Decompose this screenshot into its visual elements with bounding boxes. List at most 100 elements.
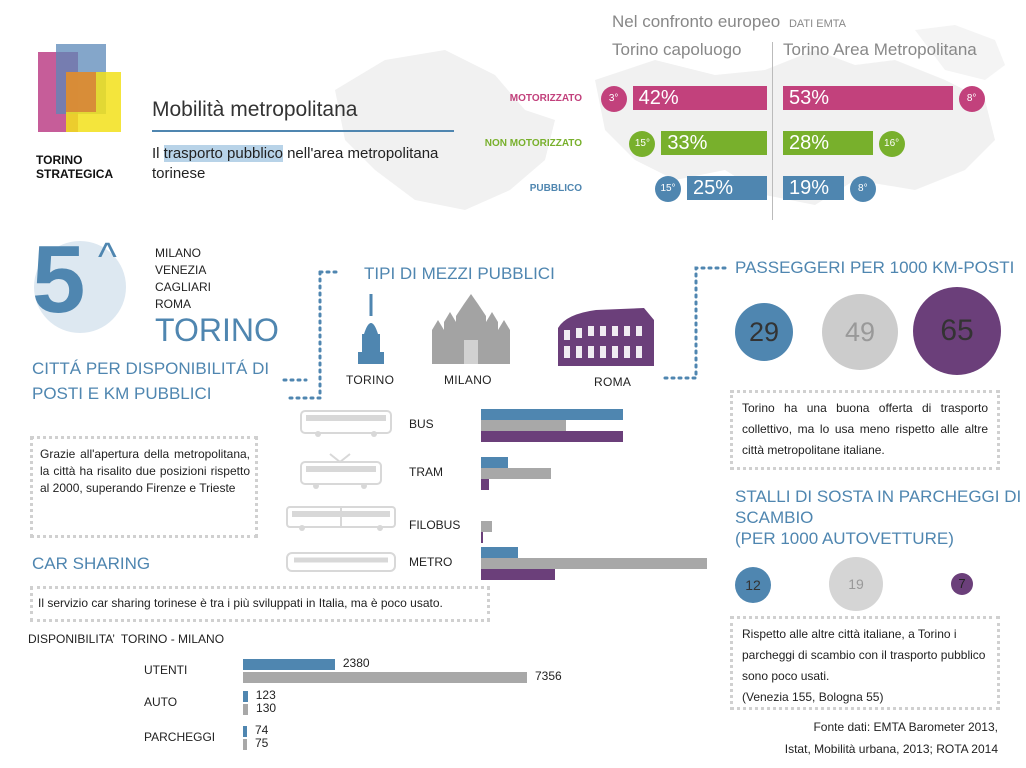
europe-metro-bar-1 <box>783 131 873 155</box>
colosseo-icon <box>558 308 654 366</box>
ranking-cities: MILANO VENEZIA CAGLIARI ROMA <box>155 245 211 313</box>
carsharing-category-auto: AUTO <box>144 695 178 709</box>
carsharing-value-parcheggi-torino: 74 <box>255 723 269 737</box>
passengers-note: Torino ha una buona offerta di trasporto… <box>742 401 988 457</box>
passengers-value-roma: 65 <box>940 314 974 347</box>
transport-category-tram: TRAM <box>409 465 443 479</box>
transport-city-roma: ROMA <box>594 375 632 389</box>
transport-bar-bus-torino <box>481 409 623 420</box>
europe-col1-header: Torino capoluogo <box>612 40 742 59</box>
parking-heading-line3: (PER 1000 AUTOVETTURE) <box>735 529 954 548</box>
carsharing-note-box <box>30 586 490 622</box>
transport-category-bus: BUS <box>409 417 434 431</box>
duomo-milano-icon <box>432 294 510 364</box>
transport-bar-tram-torino <box>481 457 508 468</box>
transport-category-metro: METRO <box>409 555 453 569</box>
parking-bubble-roma: 7 <box>951 573 973 595</box>
filobus-icon <box>286 506 396 531</box>
transport-city-torino: TORINO <box>346 373 395 387</box>
ranking-note: Grazie all'apertura della metropolitana,… <box>40 447 250 495</box>
ranking-number: 5 <box>32 226 86 333</box>
logo-text-line1: TORINO <box>36 153 83 167</box>
logo-mark-icon <box>38 44 121 132</box>
ranking-big-number: 5 ^ <box>30 226 130 335</box>
carsharing-value-parcheggi-milano: 75 <box>255 736 269 750</box>
parking-value-roma: 7 <box>958 576 966 591</box>
europe-heading: Nel confronto europeo DATI EMTA <box>612 12 846 32</box>
europe-city-rank-2: 15° <box>655 176 681 202</box>
carsharing-bar-utenti-milano <box>243 672 527 683</box>
parking-note-box <box>730 616 1000 710</box>
ranking-city-1: MILANO <box>155 246 202 260</box>
ranking-city-4: ROMA <box>155 297 191 311</box>
europe-source-tag: DATI EMTA <box>788 18 847 30</box>
parking-note-line1: Rispetto alle altre città italiane, a To… <box>742 627 986 683</box>
ranking-city-2: VENEZIA <box>155 263 207 277</box>
europe-city-pct-1: 33% <box>667 132 708 154</box>
carsharing-value-utenti-milano: 7356 <box>535 669 562 683</box>
mole-antonelliana-icon <box>358 294 384 364</box>
parking-heading-line2: SCAMBIO <box>735 508 814 527</box>
passengers-bubble-roma: 65 <box>913 287 1001 375</box>
passengers-value-torino: 29 <box>748 317 780 347</box>
source-line2: Istat, Mobilità urbana, 2013; ROTA 2014 <box>784 742 998 756</box>
europe-row-label-1: NON MOTORIZZATO <box>484 138 582 149</box>
carsharing-bar-utenti-torino <box>243 659 335 670</box>
carsharing-bar-parcheggi-torino <box>243 726 247 737</box>
parking-value-milano: 19 <box>848 576 864 592</box>
dotted-connectors <box>282 266 727 400</box>
europe-metro-rank-2: 8° <box>849 176 876 202</box>
europe-metro-rank-1: 16° <box>878 131 905 157</box>
europe-metro-rank-0: 8° <box>958 86 985 112</box>
source-line1: Fonte dati: EMTA Barometer 2013, <box>813 720 998 734</box>
transport-bar-bus-roma <box>481 431 623 442</box>
passengers-note-box <box>730 390 1000 470</box>
europe-city-rank-0: 3° <box>600 86 627 112</box>
subtitle-pre: Il <box>152 145 164 162</box>
ranking-note-box <box>30 436 258 538</box>
carsharing-bar-parcheggi-milano <box>243 739 247 750</box>
carsharing-bar-auto-milano <box>243 704 249 715</box>
subtitle-post: nell'area metropolitana <box>282 145 439 162</box>
carsharing-bar-auto-torino <box>243 691 248 702</box>
carsharing-value-utenti-torino: 2380 <box>342 656 370 670</box>
europe-row-label-2: PUBBLICO <box>529 183 582 194</box>
transport-bar-filobus-roma <box>481 532 483 543</box>
passengers-heading: PASSEGGERI PER 1000 KM-POSTI <box>735 258 1015 277</box>
europe-heading-text: Nel confronto europeo <box>612 12 781 31</box>
europe-col2-header: Torino Area Metropolitana <box>783 40 977 59</box>
transport-bar-bus-milano <box>481 420 566 431</box>
parking-note: Rispetto alle altre città italiane, a To… <box>742 624 986 708</box>
ranking-torino: TORINO <box>155 312 279 348</box>
subtitle-highlight: trasporto pubblico <box>163 145 283 162</box>
logo-text-line2: STRATEGICA <box>36 167 114 181</box>
bus-icon <box>300 410 392 437</box>
page-subtitle: Il trasporto pubblico nell'area metropol… <box>152 144 492 184</box>
passengers-value-milano: 49 <box>844 317 876 347</box>
subtitle-line2: torinese <box>152 165 206 182</box>
europe-metro-pct-2: 19% <box>789 177 830 199</box>
ranking-caption: CITTÁ PER DISPONIBILITÁ DI POSTI E KM PU… <box>32 356 269 406</box>
transport-bar-metro-roma <box>481 569 555 580</box>
ranking-caret: ^ <box>98 235 117 279</box>
carsharing-note: Il servizio car sharing torinese è tra i… <box>38 596 443 610</box>
parking-note-line2: (Venezia 155, Bologna 55) <box>742 690 884 704</box>
europe-metro-bar-0 <box>783 86 953 110</box>
parking-bubble-milano: 19 <box>829 557 883 611</box>
transport-heading: TIPI DI MEZZI PUBBLICI <box>364 264 555 283</box>
europe-column-divider <box>772 42 773 220</box>
europe-metro-pct-1: 28% <box>789 132 830 154</box>
passengers-bubble-milano: 49 <box>822 294 898 370</box>
ranking-city-3: CAGLIARI <box>155 280 212 294</box>
europe-metro-bar-2 <box>783 176 844 200</box>
carsharing-value-auto-torino: 123 <box>255 688 276 702</box>
carsharing-category-parcheggi: PARCHEGGI <box>144 730 216 744</box>
europe-city-bar-2 <box>687 176 767 200</box>
source-credit: Fonte dati: EMTA Barometer 2013, Istat, … <box>748 716 998 760</box>
europe-city-bar-0 <box>632 86 767 110</box>
carsharing-category-utenti: UTENTI <box>144 663 188 677</box>
parking-bubble-torino: 12 <box>735 567 771 603</box>
carsharing-chart-title: DISPONIBILITA’ TORINO - MILANO <box>28 632 225 646</box>
transport-bar-metro-milano <box>481 558 707 569</box>
transport-bar-tram-milano <box>481 468 551 479</box>
